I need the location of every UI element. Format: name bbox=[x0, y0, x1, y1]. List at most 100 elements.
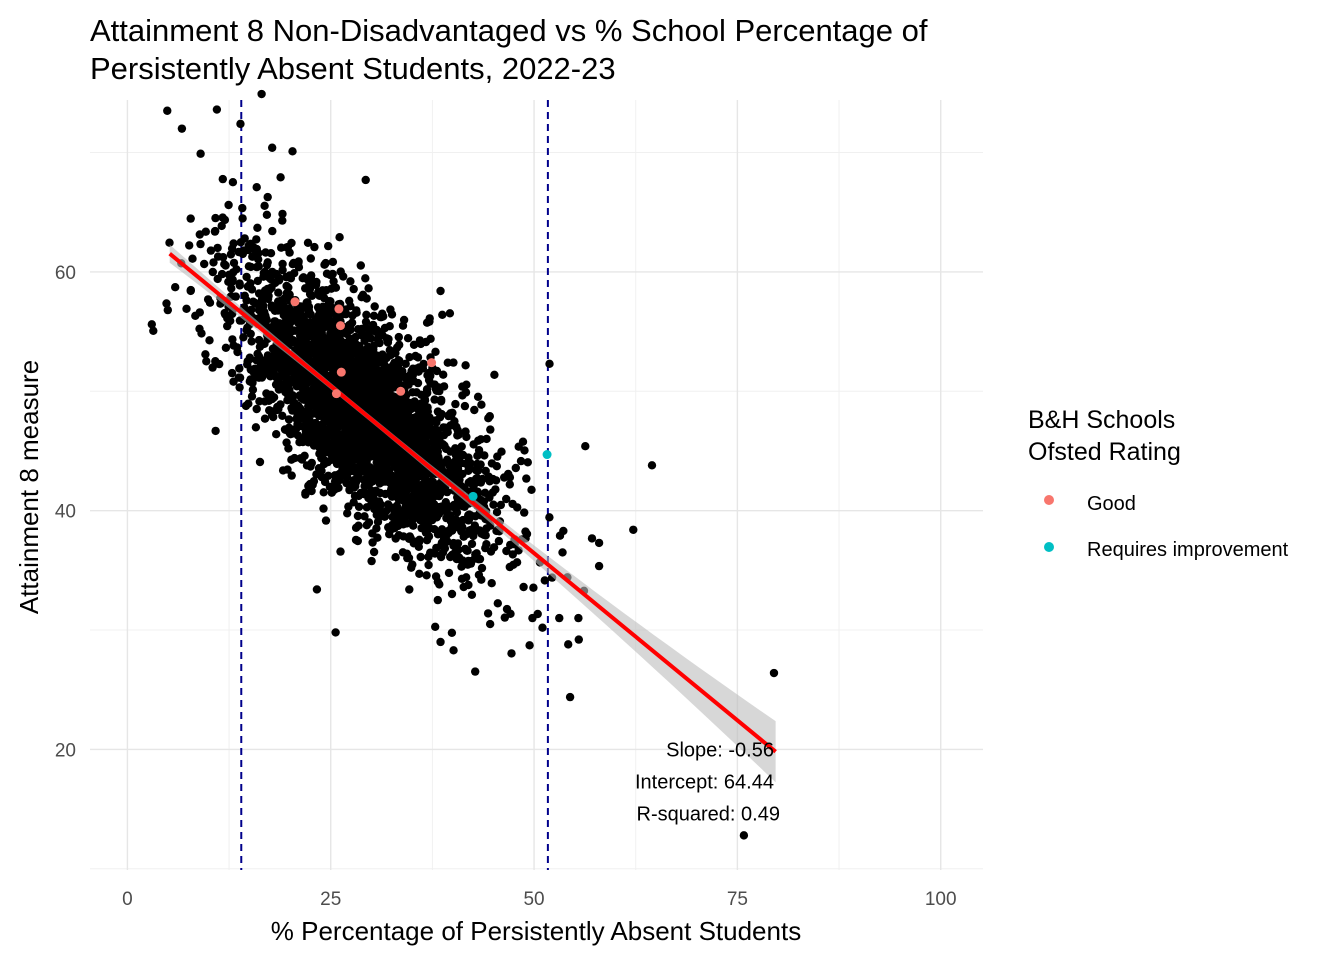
data-point bbox=[162, 299, 171, 308]
data-point bbox=[372, 437, 381, 446]
data-point bbox=[247, 392, 257, 401]
data-point bbox=[387, 492, 397, 501]
data-point bbox=[388, 478, 397, 488]
data-point bbox=[242, 296, 251, 305]
data-point bbox=[485, 619, 495, 629]
data-point bbox=[309, 342, 318, 351]
data-point bbox=[412, 388, 421, 397]
legend-label-requires-improvement: Requires improvement bbox=[1087, 539, 1289, 561]
data-point bbox=[298, 437, 308, 447]
data-point bbox=[247, 337, 256, 346]
data-point bbox=[451, 444, 460, 453]
data-point bbox=[529, 583, 538, 592]
data-point bbox=[594, 561, 604, 571]
data-point bbox=[243, 323, 252, 332]
data-point bbox=[246, 375, 255, 384]
data-point bbox=[281, 388, 290, 397]
data-point bbox=[410, 419, 420, 428]
data-point bbox=[209, 258, 218, 267]
data-point bbox=[522, 474, 531, 483]
data-point bbox=[385, 420, 394, 429]
data-point bbox=[227, 277, 237, 286]
data-point bbox=[262, 260, 272, 270]
data-point bbox=[409, 521, 418, 530]
data-point bbox=[361, 317, 371, 326]
data-point bbox=[581, 442, 590, 451]
data-point bbox=[431, 383, 440, 392]
data-point bbox=[296, 309, 305, 318]
data-point bbox=[490, 370, 499, 379]
data-point bbox=[474, 570, 484, 580]
data-point bbox=[266, 274, 275, 284]
data-point bbox=[215, 359, 224, 369]
data-point bbox=[483, 609, 493, 618]
data-point bbox=[486, 425, 495, 434]
data-point bbox=[386, 350, 396, 359]
data-point bbox=[353, 448, 362, 457]
data-point bbox=[293, 431, 303, 440]
data-point bbox=[319, 504, 328, 513]
data-point bbox=[431, 347, 440, 356]
data-point bbox=[361, 370, 371, 379]
data-point bbox=[420, 506, 429, 515]
data-point bbox=[405, 532, 414, 541]
data-point bbox=[477, 563, 487, 573]
data-point bbox=[441, 458, 450, 467]
data-point bbox=[221, 343, 231, 352]
data-point bbox=[232, 265, 241, 274]
data-point bbox=[368, 384, 377, 393]
data-point bbox=[320, 293, 329, 303]
data-point bbox=[480, 488, 490, 497]
data-point bbox=[343, 509, 352, 518]
data-point bbox=[330, 405, 339, 414]
data-point bbox=[332, 459, 342, 469]
data-point bbox=[311, 350, 321, 359]
data-point bbox=[511, 463, 520, 473]
data-point bbox=[393, 343, 402, 352]
data-point bbox=[385, 387, 394, 396]
data-point bbox=[257, 359, 267, 369]
data-point bbox=[272, 405, 281, 415]
data-point bbox=[464, 466, 473, 475]
x-tick-label: 75 bbox=[727, 889, 748, 910]
legend-key-good bbox=[1044, 495, 1054, 505]
data-point bbox=[258, 295, 267, 304]
data-point bbox=[369, 547, 379, 557]
data-point bbox=[409, 376, 418, 386]
data-point bbox=[341, 468, 350, 477]
data-point bbox=[228, 178, 238, 187]
x-tick-label: 100 bbox=[925, 889, 957, 910]
data-point bbox=[435, 492, 444, 501]
data-point bbox=[328, 431, 337, 440]
data-point bbox=[368, 538, 377, 547]
data-point bbox=[329, 370, 338, 379]
data-point bbox=[400, 422, 409, 432]
data-point bbox=[346, 362, 356, 371]
data-point bbox=[361, 381, 370, 390]
data-point bbox=[212, 105, 222, 114]
data-point bbox=[282, 438, 291, 447]
data-point bbox=[457, 527, 466, 536]
data-point bbox=[445, 309, 455, 318]
data-point bbox=[278, 216, 287, 225]
data-point bbox=[415, 440, 424, 450]
data-point bbox=[520, 508, 529, 517]
data-point bbox=[356, 488, 365, 498]
highlighted-point bbox=[336, 367, 346, 377]
data-point bbox=[412, 482, 421, 491]
data-point bbox=[494, 536, 504, 546]
data-point bbox=[506, 540, 515, 550]
data-point bbox=[283, 465, 292, 474]
data-point bbox=[260, 201, 269, 210]
data-point bbox=[527, 485, 536, 494]
data-point bbox=[298, 343, 308, 353]
data-point bbox=[395, 449, 404, 459]
data-point bbox=[471, 667, 480, 676]
data-point bbox=[436, 637, 445, 647]
data-point bbox=[390, 507, 399, 516]
data-point bbox=[362, 521, 371, 530]
data-point bbox=[461, 388, 471, 397]
data-point bbox=[346, 325, 355, 335]
data-point bbox=[275, 327, 285, 337]
data-point bbox=[211, 226, 220, 236]
